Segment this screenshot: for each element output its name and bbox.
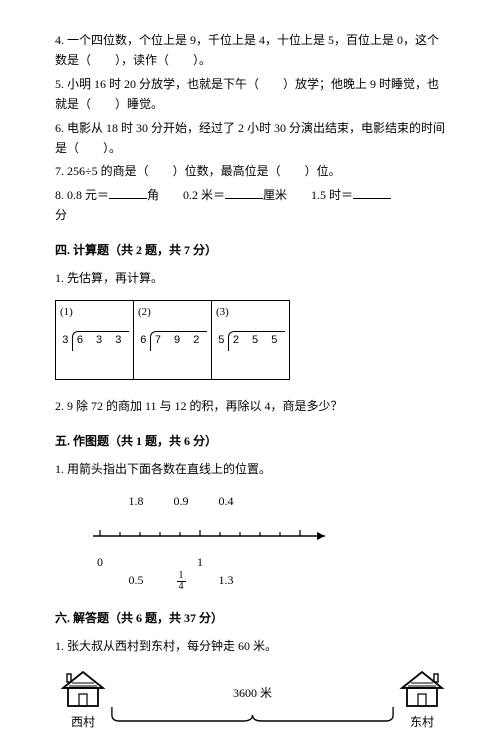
question-4: 4. 一个四位数，个位上是 9，千位上是 4，十位上是 5，百位上是 0，这个数… — [55, 30, 450, 71]
west-label: 西村 — [59, 712, 107, 732]
distance-label: 3600 米 — [110, 683, 395, 703]
section-4-heading: 四. 计算题（共 2 题，共 7 分） — [55, 240, 450, 260]
blank — [109, 185, 147, 199]
q8-part-d: 分 — [55, 205, 450, 225]
village-diagram: 西村 3600 米 东村 — [55, 669, 450, 749]
s5-q1: 1. 用箭头指出下面各数在直线上的位置。 — [55, 459, 450, 479]
cell-2: (2) 67 9 2 — [134, 301, 212, 379]
long-division-3: 52 5 5 — [218, 331, 285, 351]
east-label: 东村 — [398, 712, 446, 732]
cell-1-label: (1) — [60, 303, 73, 322]
axis-label-1: 1 — [197, 552, 203, 572]
number-line-bottom-labels: 0.5 14 1.3 — [85, 570, 450, 592]
q8-part-a: 8. 0.8 元＝ — [55, 188, 109, 202]
cell-2-label: (2) — [138, 303, 151, 322]
question-8: 8. 0.8 元＝ 角 0.2 米＝ 厘米 1.5 时＝ 分 — [55, 185, 450, 226]
dividend-3: 2 5 5 — [228, 331, 285, 351]
axis-label-0: 0 — [97, 552, 103, 572]
divisor-1: 3 — [62, 332, 72, 351]
number-line-top-labels: 1.8 0.9 0.4 — [85, 491, 450, 511]
question-5: 5. 小明 16 时 20 分放学，也就是下午（ ）放学；他晚上 9 时睡觉，也… — [55, 74, 450, 115]
long-division-1: 36 3 3 — [62, 331, 129, 351]
cell-1: (1) 36 3 3 — [56, 301, 134, 379]
s4-q1: 1. 先估算，再计算。 — [55, 268, 450, 288]
divisor-2: 6 — [140, 332, 150, 351]
blank — [225, 185, 263, 199]
bottom-label-1: 0.5 — [115, 570, 157, 590]
section-5-heading: 五. 作图题（共 1 题，共 6 分） — [55, 431, 450, 451]
blank — [353, 185, 391, 199]
top-label-3: 0.4 — [205, 491, 247, 511]
divisor-3: 5 — [218, 332, 228, 351]
top-label-2: 0.9 — [160, 491, 202, 511]
east-house: 东村 — [398, 668, 446, 732]
q8-part-b: 角 0.2 米＝ — [147, 188, 225, 202]
question-6: 6. 电影从 18 时 30 分开始，经过了 2 小时 30 分演出结束，电影结… — [55, 118, 450, 159]
division-box: (1) 36 3 3 (2) 67 9 2 (3) 52 5 5 — [55, 300, 290, 380]
dividend-1: 6 3 3 — [72, 331, 129, 351]
bottom-label-2: 14 — [160, 570, 202, 592]
section-6-heading: 六. 解答题（共 6 题，共 37 分） — [55, 608, 450, 628]
dividend-2: 7 9 2 — [150, 331, 207, 351]
q8-part-c: 厘米 1.5 时＝ — [263, 188, 353, 202]
cell-3: (3) 52 5 5 — [212, 301, 289, 379]
number-line-svg — [85, 522, 335, 550]
s6-q1: 1. 张大叔从西村到东村，每分钟走 60 米。 — [55, 636, 450, 656]
number-line: 0 1 — [85, 522, 450, 556]
s4-q2: 2. 9 除 72 的商加 11 与 12 的积，再除以 4，商是多少？ — [55, 396, 450, 416]
distance-bracket: 3600 米 — [110, 683, 395, 730]
question-7: 7. 256÷5 的商是（ ）位数，最高位是（ ）位。 — [55, 161, 450, 181]
number-line-block: 1.8 0.9 0.4 0 1 0.5 14 1.3 — [85, 491, 450, 592]
long-division-2: 67 9 2 — [140, 331, 207, 351]
top-label-1: 1.8 — [115, 491, 157, 511]
bottom-label-3: 1.3 — [205, 570, 247, 590]
cell-3-label: (3) — [216, 303, 229, 322]
west-house: 西村 — [59, 668, 107, 732]
